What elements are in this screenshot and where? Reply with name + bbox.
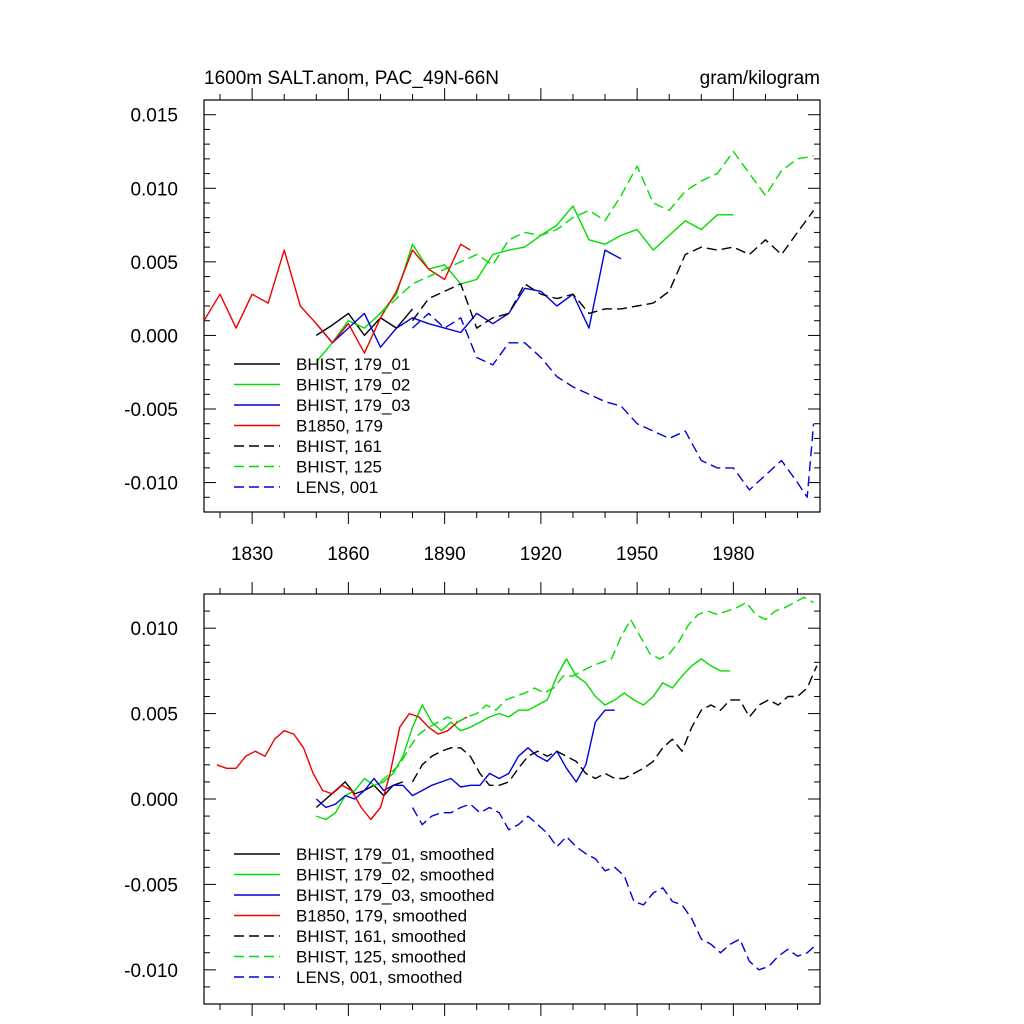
legend-label: BHIST, 125, smoothed (296, 948, 466, 967)
legend-label: BHIST, 179_02, smoothed (296, 866, 494, 885)
series-line (315, 205, 734, 363)
x-tick-label: 1860 (327, 544, 369, 565)
legend-label: B1850, 179 (296, 417, 383, 436)
y-tick-label: 0.005 (130, 705, 178, 726)
chart-units-label: gram/kilogram (700, 68, 820, 89)
series-line (412, 312, 815, 498)
series-line (315, 781, 404, 809)
series-line (411, 803, 818, 971)
series-group (204, 150, 815, 498)
series-group (216, 596, 818, 971)
x-tick-label: 1950 (616, 544, 658, 565)
y-tick-label: 0.005 (130, 253, 178, 274)
panel-bottom: 0.010 0.005 0.000 -0.005 -0.010 BHIST, 179_01… (124, 582, 821, 1016)
y-tick-label: -0.005 (124, 400, 178, 421)
panel-top: 1600m SALT.anom, PAC_49N-66N gram/kilogra… (124, 68, 821, 565)
y-tick-label: 0.000 (130, 326, 178, 347)
x-tick-label: 1890 (423, 544, 465, 565)
series-line (411, 665, 818, 786)
x-tick-label: 1920 (520, 544, 562, 565)
legend-label: LENS, 001, smoothed (296, 968, 462, 987)
legend-label: BHIST, 179_01 (296, 355, 410, 374)
series-line (380, 596, 814, 783)
y-tick-label: 0.000 (130, 790, 178, 811)
series-line (411, 209, 815, 329)
series-line (216, 712, 468, 821)
legend-label: BHIST, 125 (296, 458, 382, 477)
legend-label: LENS, 001 (296, 478, 378, 497)
y-tick-label: 0.010 (130, 179, 178, 200)
x-tick-label: 1980 (712, 544, 754, 565)
y-tick-label: 0.015 (130, 106, 178, 127)
series-line (315, 709, 615, 809)
y-tick-label: 0.010 (130, 619, 178, 640)
series-line (316, 658, 731, 821)
series-line (315, 249, 622, 348)
x-tick-label: 1830 (231, 544, 273, 565)
legend-label: BHIST, 161 (296, 437, 382, 456)
series-line (380, 150, 814, 314)
legend-label: BHIST, 179_03 (296, 396, 410, 415)
legend-label: BHIST, 179_01, smoothed (296, 845, 494, 864)
legend-label: BHIST, 179_02 (296, 376, 410, 395)
legend-label: B1850, 179, smoothed (296, 907, 467, 926)
y-tick-label: -0.010 (124, 474, 178, 495)
series-line (204, 243, 471, 354)
legend-label: BHIST, 179_03, smoothed (296, 886, 494, 905)
legend-label: BHIST, 161, smoothed (296, 927, 466, 946)
y-tick-label: -0.005 (124, 875, 178, 896)
y-tick-label: -0.010 (124, 961, 178, 982)
chart-title-left: 1600m SALT.anom, PAC_49N-66N (204, 68, 499, 89)
